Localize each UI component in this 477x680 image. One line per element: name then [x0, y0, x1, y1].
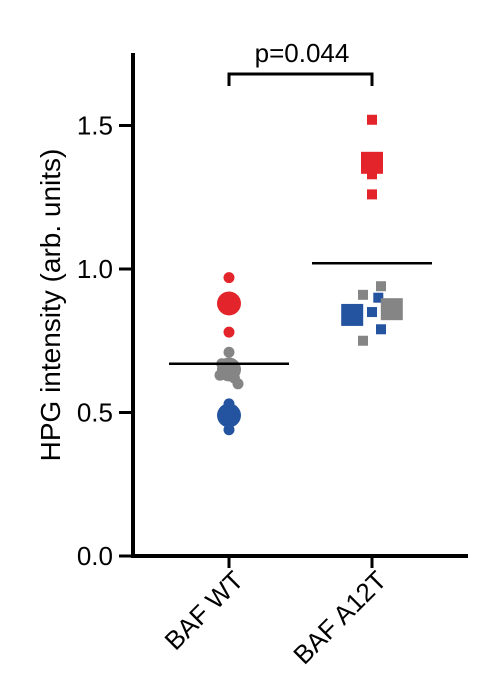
y-axis-title: HPG intensity (arb. units): [35, 149, 66, 462]
x-ticks: BAF WT BAF A12T: [159, 556, 392, 670]
y-tick-label: 0.0: [77, 541, 113, 571]
data-point-square-gray: [358, 335, 368, 346]
data-point-square-gray: [358, 289, 368, 300]
p-value-label: p=0.044: [255, 38, 350, 68]
y-tick-label: 0.5: [77, 398, 113, 428]
y-tick-label: 1.0: [77, 254, 113, 284]
data-point-circle-gray: [223, 346, 235, 358]
data-point-square-blue: [373, 292, 384, 303]
data-point-square-red: [367, 169, 377, 180]
data-point-square-gray: [380, 298, 403, 321]
data-point-circle-red: [223, 326, 235, 338]
data-point-square-red: [361, 151, 383, 174]
data-point-circle-red: [217, 291, 241, 316]
bracket-line: [227, 72, 374, 86]
data-point-square-gray: [376, 281, 386, 292]
data-point-square-blue: [376, 324, 386, 335]
x-tick-label-baf-a12t: BAF A12T: [287, 565, 392, 670]
plot-area: [169, 114, 432, 436]
data-point-square-blue: [367, 307, 377, 318]
data-point-square-red: [367, 189, 377, 200]
data-point-circle-gray: [214, 369, 226, 381]
y-ticks: 0.0 0.5 1.0 1.5: [77, 111, 133, 571]
data-point-circle-gray: [232, 378, 244, 390]
data-point-circle-blue: [223, 424, 235, 436]
y-tick-label: 1.5: [77, 111, 113, 141]
significance-bracket: p=0.044: [227, 38, 374, 86]
data-point-circle-red: [223, 272, 235, 284]
data-point-square-blue: [341, 303, 364, 326]
data-point-circle-blue: [220, 415, 232, 427]
data-point-square-red: [367, 114, 377, 125]
x-tick-label-baf-wt: BAF WT: [159, 565, 250, 656]
